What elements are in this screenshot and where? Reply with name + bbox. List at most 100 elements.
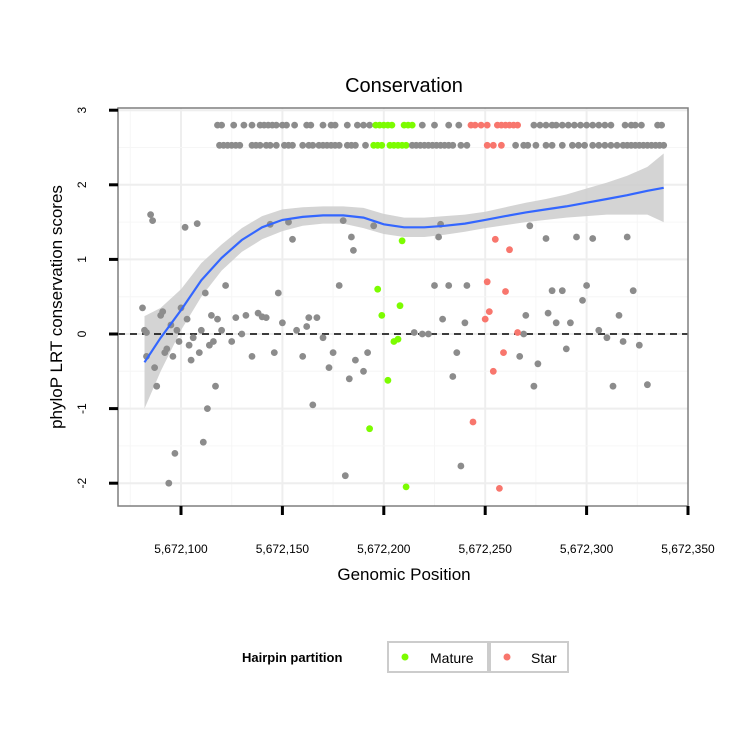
data-point-other	[242, 312, 250, 319]
data-point-star	[481, 315, 489, 323]
rug-point-other	[307, 121, 315, 129]
data-point-star	[491, 235, 499, 243]
data-point-other	[567, 319, 574, 327]
rug-point-other	[595, 141, 603, 149]
data-point-other	[208, 312, 215, 319]
rug-point-star	[489, 141, 497, 149]
rug-point-other	[548, 141, 556, 149]
data-point-other	[360, 367, 367, 375]
data-point-other	[635, 341, 643, 349]
x-tick-label: 5,672,200	[357, 542, 411, 556]
data-point-other	[345, 375, 353, 383]
data-point-other	[341, 472, 349, 480]
data-point-other	[364, 349, 371, 356]
rug-point-other	[660, 141, 668, 149]
y-tick-label: 1	[75, 256, 89, 263]
rug-point-other	[352, 141, 359, 149]
data-point-other	[212, 382, 219, 390]
data-point-star	[500, 349, 507, 356]
y-axis-label: phyloP LRT conservation scores	[47, 185, 66, 429]
rug-point-other	[569, 141, 576, 149]
data-point-other	[189, 334, 197, 342]
y-tick-label: 2	[75, 181, 89, 188]
rug-point-mature	[378, 141, 386, 149]
rug-point-other	[266, 141, 274, 149]
points-highlight	[366, 235, 521, 492]
rug-point-other	[272, 121, 280, 129]
legend-title: Hairpin partition	[242, 650, 342, 665]
rug-point-other	[631, 121, 639, 129]
rug-point-other	[335, 141, 343, 149]
data-point-other	[293, 326, 300, 334]
data-point-other	[589, 235, 597, 242]
data-point-other	[418, 330, 426, 338]
rug-point-other	[583, 121, 590, 129]
grid-lines	[118, 108, 688, 506]
y-tick-label: 3	[75, 107, 89, 114]
data-point-other	[195, 349, 203, 356]
rug-point-other	[343, 121, 351, 129]
data-point-other	[165, 479, 173, 487]
rug-point-other	[607, 121, 615, 129]
rug-point-other	[524, 141, 532, 149]
data-point-other	[325, 364, 333, 371]
rug-point-other	[581, 141, 588, 149]
data-point-mature	[366, 425, 373, 433]
rug-point-other	[463, 141, 471, 149]
rug-point-other	[248, 121, 256, 129]
data-point-other	[595, 326, 603, 334]
data-point-other	[609, 382, 617, 390]
data-point-other	[303, 323, 311, 330]
rug-point-other	[218, 121, 226, 129]
rug-point-other	[309, 141, 317, 149]
data-point-other	[222, 282, 230, 289]
legend-key-mature	[401, 653, 409, 661]
data-point-other	[262, 314, 270, 321]
data-point-other	[285, 218, 292, 226]
data-point-other	[619, 338, 627, 345]
rug-point-other	[236, 141, 244, 149]
data-point-other	[299, 353, 307, 360]
rug-point-star	[498, 141, 505, 149]
legend-label-star: Star	[531, 650, 557, 666]
data-point-other	[193, 220, 201, 228]
x-tick-label: 5,672,250	[459, 542, 513, 556]
data-point-other	[201, 289, 209, 297]
data-point-star	[469, 418, 477, 426]
data-point-other	[431, 282, 438, 289]
legend-label-mature: Mature	[430, 650, 474, 666]
rug-point-other	[658, 121, 665, 129]
data-point-other	[544, 309, 552, 317]
rug-point-other	[240, 121, 248, 129]
rug-point-other	[230, 121, 238, 129]
data-point-other	[329, 349, 337, 356]
rug-point-other	[601, 121, 609, 129]
x-tick-label: 5,672,300	[560, 542, 614, 556]
rug-point-other	[418, 121, 426, 129]
chart-title: Conservation	[345, 75, 463, 97]
data-point-other	[516, 353, 524, 360]
data-point-other	[425, 330, 432, 338]
data-point-other	[159, 308, 167, 315]
data-point-other	[410, 329, 418, 336]
rug-point-other	[558, 141, 566, 149]
rug-point-mature	[388, 121, 396, 129]
data-point-other	[629, 287, 637, 295]
x-tick-label: 5,672,100	[154, 542, 208, 556]
rug-point-other	[299, 141, 307, 149]
data-point-mature	[384, 376, 392, 384]
data-point-other	[313, 314, 321, 321]
data-point-other	[185, 341, 193, 349]
data-point-other	[370, 222, 378, 230]
data-point-star	[489, 367, 497, 375]
rug-point-other	[457, 141, 465, 149]
x-tick-label: 5,672,150	[256, 542, 310, 556]
legend-key-star	[503, 653, 511, 661]
data-point-other	[552, 319, 560, 327]
data-point-other	[173, 326, 181, 334]
data-point-other	[350, 247, 357, 254]
rug-point-other	[595, 121, 603, 129]
data-point-other	[289, 235, 296, 243]
rug-point-other	[589, 121, 597, 129]
